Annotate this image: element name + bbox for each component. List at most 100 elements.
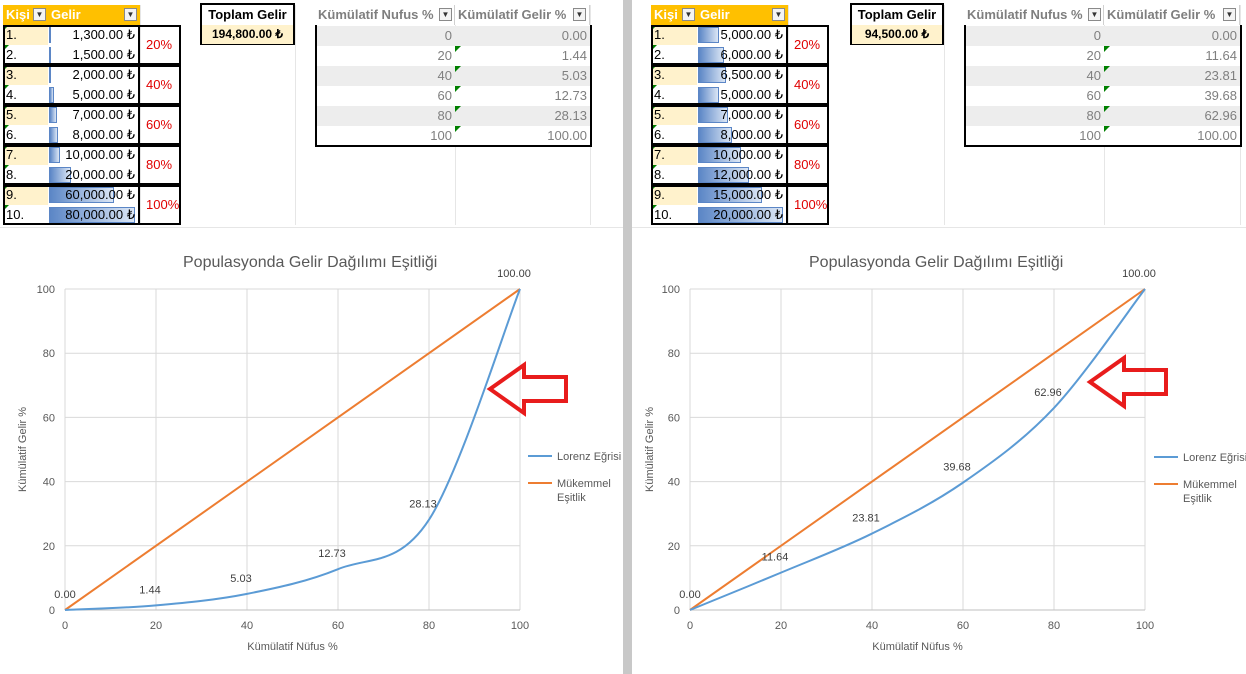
row-index: 7. <box>651 145 697 165</box>
cumulative-population-cell[interactable]: 40 <box>315 66 455 86</box>
income-amount[interactable]: 6,500.00 ₺ <box>720 67 784 82</box>
income-amount[interactable]: 8,000.00 ₺ <box>720 127 784 142</box>
pair-group-box <box>3 65 181 105</box>
cumulative-income-cell[interactable]: 0.00 <box>1104 26 1240 46</box>
table-row[interactable]: 4. 5,000.00 ₺ <box>651 85 788 105</box>
filter-dropdown-icon[interactable]: ▼ <box>1223 8 1236 21</box>
cumulative-income-cell[interactable]: 12.73 <box>455 86 590 106</box>
legend-equality-label: Eşitlik <box>1183 493 1212 505</box>
cumulative-population-cell[interactable]: 100 <box>964 126 1104 146</box>
header-kisi[interactable]: Kişi ▼ <box>651 5 697 25</box>
cumulative-income-cell[interactable]: 5.03 <box>455 66 590 86</box>
table-row[interactable]: 9. 15,000.00 ₺ <box>651 185 788 205</box>
table-row[interactable]: 2. 1,500.00 ₺ <box>3 45 140 65</box>
cumulative-population-cell[interactable]: 60 <box>964 86 1104 106</box>
income-data-bar <box>698 87 719 103</box>
table-row[interactable]: 1. 5,000.00 ₺ <box>651 25 788 45</box>
income-amount[interactable]: 80,000.00 ₺ <box>65 207 135 222</box>
cumulative-population-cell[interactable]: 100 <box>315 126 455 146</box>
income-amount[interactable]: 5,000.00 ₺ <box>720 27 784 42</box>
equality-series-line <box>64 288 521 611</box>
cumulative-population-cell[interactable]: 0 <box>964 26 1104 46</box>
pair-group-box <box>651 105 829 145</box>
cumulative-population-cell[interactable]: 80 <box>315 106 455 126</box>
table-row[interactable]: 6. 8,000.00 ₺ <box>3 125 140 145</box>
header-kisi[interactable]: Kişi ▼ <box>3 5 48 25</box>
header-gelir[interactable]: Gelir ▼ <box>697 5 788 25</box>
income-amount[interactable]: 20,000.00 ₺ <box>65 167 135 182</box>
income-amount[interactable]: 6,000.00 ₺ <box>720 47 784 62</box>
filter-dropdown-icon[interactable]: ▼ <box>573 8 586 21</box>
error-indicator-icon <box>455 126 461 132</box>
table-row[interactable]: 10. 20,000.00 ₺ <box>651 205 788 225</box>
income-amount[interactable]: 1,500.00 ₺ <box>72 47 136 62</box>
header-kumulatif-nufus-label: Kümülatif Nufus % <box>967 7 1083 22</box>
income-amount[interactable]: 20,000.00 ₺ <box>713 207 783 222</box>
income-amount[interactable]: 7,000.00 ₺ <box>720 107 784 122</box>
cumulative-income-cell[interactable]: 11.64 <box>1104 46 1240 66</box>
table-row[interactable]: 1. 1,300.00 ₺ <box>3 25 140 45</box>
y-tick-label: 80 <box>668 348 680 360</box>
cumulative-income-cell[interactable]: 1.44 <box>455 46 590 66</box>
income-amount[interactable]: 7,000.00 ₺ <box>72 107 136 122</box>
filter-dropdown-icon[interactable]: ▼ <box>439 8 452 21</box>
table-row[interactable]: 2. 6,000.00 ₺ <box>651 45 788 65</box>
income-data-bar <box>49 87 54 103</box>
error-indicator-icon <box>455 46 461 52</box>
legend-equality-label: Eşitlik <box>557 492 586 504</box>
income-amount[interactable]: 10,000.00 ₺ <box>713 147 783 162</box>
legend-lorenz-label: Lorenz Eğrisi <box>1183 452 1246 464</box>
cumulative-income-cell[interactable]: 62.96 <box>1104 106 1240 126</box>
data-label: 11.64 <box>762 552 789 564</box>
income-amount[interactable]: 12,000.00 ₺ <box>713 167 783 182</box>
table-row[interactable]: 5. 7,000.00 ₺ <box>651 105 788 125</box>
header-kumulatif-gelir[interactable]: Kümülatif Gelir % ▼ <box>455 5 590 25</box>
cumulative-population-cell[interactable]: 60 <box>315 86 455 106</box>
cumulative-population-cell[interactable]: 0 <box>315 26 455 46</box>
header-kumulatif-gelir[interactable]: Kümülatif Gelir % ▼ <box>1104 5 1240 25</box>
income-data-bar <box>698 207 783 223</box>
income-amount[interactable]: 15,000.00 ₺ <box>713 187 783 202</box>
filter-dropdown-icon[interactable]: ▼ <box>682 8 695 21</box>
cumulative-income-cell[interactable]: 100.00 <box>1104 126 1240 146</box>
table-row[interactable]: 3. 6,500.00 ₺ <box>651 65 788 85</box>
income-amount[interactable]: 5,000.00 ₺ <box>720 87 784 102</box>
cumulative-income-cell[interactable]: 23.81 <box>1104 66 1240 86</box>
income-amount[interactable]: 60,000.00 ₺ <box>65 187 135 202</box>
filter-dropdown-icon[interactable]: ▼ <box>772 8 785 21</box>
pane-divider[interactable] <box>623 0 632 674</box>
cumulative-income-cell[interactable]: 28.13 <box>455 106 590 126</box>
filter-dropdown-icon[interactable]: ▼ <box>33 8 46 21</box>
income-amount[interactable]: 1,300.00 ₺ <box>72 27 136 42</box>
table-row[interactable]: 8. 12,000.00 ₺ <box>651 165 788 185</box>
table-row[interactable]: 9. 60,000.00 ₺ <box>3 185 140 205</box>
cumulative-income-cell[interactable]: 39.68 <box>1104 86 1240 106</box>
filter-dropdown-icon[interactable]: ▼ <box>1088 8 1101 21</box>
header-gelir[interactable]: Gelir ▼ <box>48 5 140 25</box>
total-income-value[interactable]: 94,500.00 ₺ <box>852 25 942 44</box>
table-row[interactable]: 4. 5,000.00 ₺ <box>3 85 140 105</box>
total-income-value[interactable]: 194,800.00 ₺ <box>202 25 293 44</box>
cumulative-population-cell[interactable]: 20 <box>315 46 455 66</box>
table-row[interactable]: 7. 10,000.00 ₺ <box>651 145 788 165</box>
header-kumulatif-nufus[interactable]: Kümülatif Nufus % ▼ <box>315 5 455 25</box>
income-amount[interactable]: 2,000.00 ₺ <box>72 67 136 82</box>
table-row[interactable]: 3. 2,000.00 ₺ <box>3 65 140 85</box>
cumulative-population-cell[interactable]: 20 <box>964 46 1104 66</box>
income-amount[interactable]: 10,000.00 ₺ <box>65 147 135 162</box>
cumulative-population-cell[interactable]: 40 <box>964 66 1104 86</box>
cumulative-population-cell[interactable]: 80 <box>964 106 1104 126</box>
cumulative-income-cell[interactable]: 0.00 <box>455 26 590 46</box>
header-kumulatif-nufus[interactable]: Kümülatif Nufus % ▼ <box>964 5 1104 25</box>
table-row[interactable]: 6. 8,000.00 ₺ <box>651 125 788 145</box>
table-row[interactable]: 7. 10,000.00 ₺ <box>3 145 140 165</box>
income-amount[interactable]: 5,000.00 ₺ <box>72 87 136 102</box>
table-row[interactable]: 8. 20,000.00 ₺ <box>3 165 140 185</box>
table-row[interactable]: 10. 80,000.00 ₺ <box>3 205 140 225</box>
x-tick-label: 0 <box>62 620 68 632</box>
percentile-label: 80% <box>146 157 173 172</box>
table-row[interactable]: 5. 7,000.00 ₺ <box>3 105 140 125</box>
income-amount[interactable]: 8,000.00 ₺ <box>72 127 136 142</box>
filter-dropdown-icon[interactable]: ▼ <box>124 8 137 21</box>
cumulative-income-cell[interactable]: 100.00 <box>455 126 590 146</box>
